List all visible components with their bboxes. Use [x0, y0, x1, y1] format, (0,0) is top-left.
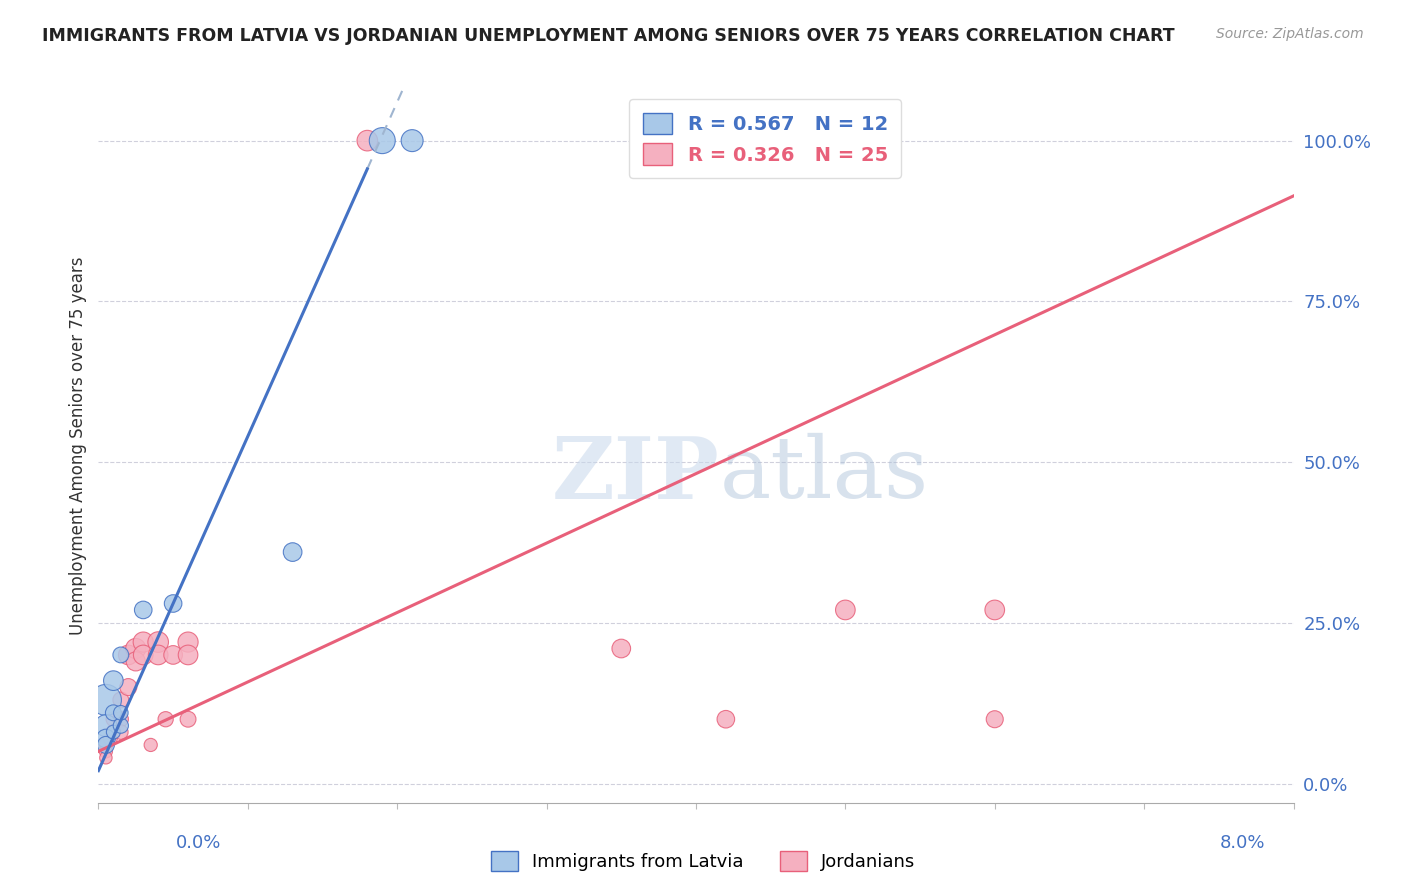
- Point: [117, 648, 139, 662]
- Point: [148, 635, 170, 649]
- Legend: R = 0.567   N = 12, R = 0.326   N = 25: R = 0.567 N = 12, R = 0.326 N = 25: [628, 99, 901, 178]
- Point: [94, 719, 117, 733]
- Point: [125, 654, 148, 668]
- Point: [94, 731, 117, 746]
- Point: [401, 134, 423, 148]
- Point: [110, 719, 132, 733]
- Text: ZIP: ZIP: [553, 433, 720, 516]
- Point: [110, 648, 132, 662]
- Point: [356, 134, 378, 148]
- Point: [103, 725, 125, 739]
- Point: [984, 603, 1007, 617]
- Y-axis label: Unemployment Among Seniors over 75 years: Unemployment Among Seniors over 75 years: [69, 257, 87, 635]
- Point: [103, 673, 125, 688]
- Point: [132, 648, 155, 662]
- Legend: Immigrants from Latvia, Jordanians: Immigrants from Latvia, Jordanians: [484, 844, 922, 879]
- Point: [94, 693, 117, 707]
- Point: [610, 641, 633, 656]
- Point: [162, 597, 184, 611]
- Point: [162, 648, 184, 662]
- Point: [132, 603, 155, 617]
- Point: [148, 648, 170, 662]
- Point: [94, 738, 117, 752]
- Text: 0.0%: 0.0%: [176, 834, 221, 852]
- Point: [94, 744, 117, 758]
- Point: [177, 648, 200, 662]
- Point: [110, 706, 132, 720]
- Point: [155, 712, 177, 726]
- Point: [103, 706, 125, 720]
- Point: [110, 712, 132, 726]
- Point: [103, 712, 125, 726]
- Point: [714, 712, 737, 726]
- Point: [98, 731, 122, 746]
- Point: [110, 693, 132, 707]
- Point: [281, 545, 304, 559]
- Point: [103, 725, 125, 739]
- Point: [177, 635, 200, 649]
- Point: [110, 725, 132, 739]
- Point: [94, 751, 117, 765]
- Point: [125, 641, 148, 656]
- Point: [834, 603, 856, 617]
- Text: Source: ZipAtlas.com: Source: ZipAtlas.com: [1216, 27, 1364, 41]
- Point: [371, 134, 394, 148]
- Point: [984, 712, 1007, 726]
- Text: 8.0%: 8.0%: [1220, 834, 1265, 852]
- Point: [94, 738, 117, 752]
- Text: IMMIGRANTS FROM LATVIA VS JORDANIAN UNEMPLOYMENT AMONG SENIORS OVER 75 YEARS COR: IMMIGRANTS FROM LATVIA VS JORDANIAN UNEM…: [42, 27, 1175, 45]
- Point: [139, 738, 162, 752]
- Point: [117, 680, 139, 694]
- Point: [132, 635, 155, 649]
- Text: atlas: atlas: [720, 433, 929, 516]
- Point: [177, 712, 200, 726]
